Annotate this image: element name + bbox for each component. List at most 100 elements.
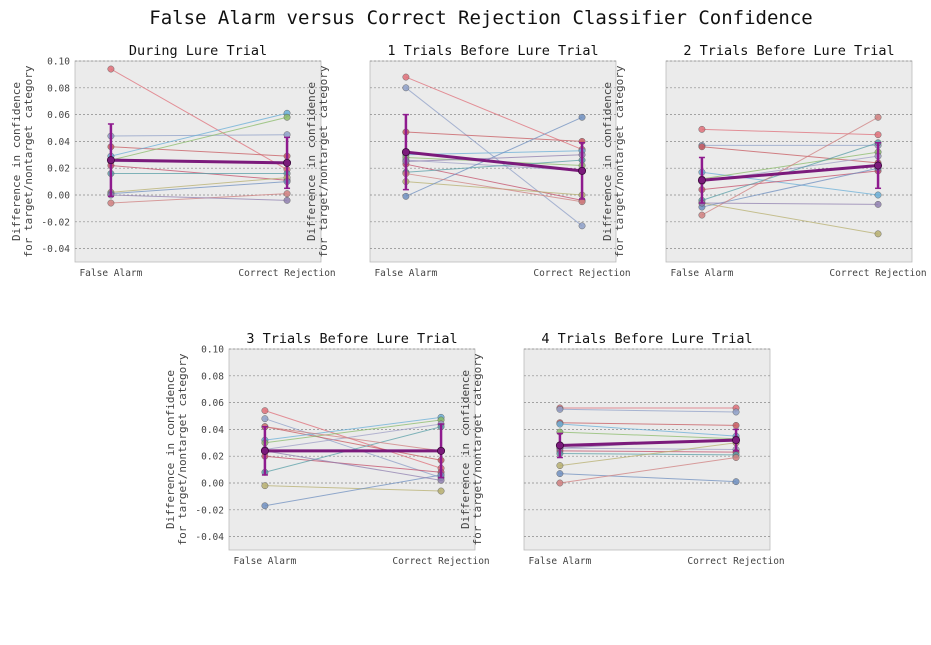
subject-line	[701, 170, 879, 191]
subject-point	[556, 420, 564, 428]
x-tick-label: False Alarm	[233, 556, 296, 567]
subject-line	[701, 171, 879, 196]
panel-title: 1 Trials Before Lure Trial	[387, 43, 598, 59]
x-tick-label: Correct Rejection	[392, 556, 489, 567]
subject-line	[110, 112, 288, 157]
subject-line	[264, 423, 442, 450]
x-tick-label: False Alarm	[528, 556, 591, 567]
panel-title: During Lure Trial	[129, 43, 267, 59]
subject-line	[405, 131, 583, 142]
y-tick-label: 0.10	[201, 345, 224, 356]
subject-point	[874, 200, 882, 208]
y-axis-label: Difference in confidence	[10, 82, 23, 241]
subject-point	[732, 454, 740, 461]
subject-point	[283, 113, 291, 121]
subject-point	[578, 222, 586, 230]
y-tick-label: 0.06	[201, 398, 224, 409]
subject-point	[698, 211, 706, 219]
subject-line	[559, 423, 737, 437]
chart-panel: False Alarm Correct Rejection Difference i…	[459, 331, 785, 567]
y-tick-label: -0.04	[41, 244, 70, 255]
subject-point	[732, 408, 740, 416]
figure-title: False Alarm versus Correct Rejection Cla…	[149, 7, 812, 29]
mean-line	[110, 158, 288, 165]
y-tick-label: 0.02	[201, 452, 224, 463]
subject-line	[110, 181, 288, 195]
subject-line	[405, 76, 583, 150]
chart-panel: -0.04 -0.02 0.00 0.02 0.04 0.06 0.08 0.10 False …	[164, 331, 490, 567]
x-tick-label: Correct Rejection	[687, 556, 784, 567]
y-axis-label: for target/nontarget category	[613, 65, 626, 257]
subject-point	[556, 479, 564, 487]
subject-line	[405, 159, 583, 173]
y-tick-label: -0.02	[195, 505, 224, 516]
mean-point	[732, 436, 741, 445]
x-tick-label: False Alarm	[79, 268, 142, 279]
y-tick-label: -0.02	[41, 217, 70, 228]
mean-point	[401, 148, 410, 157]
panel-title: 4 Trials Before Lure Trial	[541, 331, 752, 347]
subject-line	[110, 68, 288, 170]
subject-line	[110, 134, 288, 137]
subject-point	[698, 125, 706, 133]
y-tick-label: 0.06	[47, 110, 70, 121]
subject-line	[559, 442, 737, 467]
y-tick-label: 0.04	[47, 137, 70, 148]
subject-point	[261, 415, 269, 423]
y-tick-label: -0.04	[195, 532, 224, 543]
subject-line	[559, 408, 737, 413]
y-tick-label: 0.04	[201, 425, 224, 436]
mean-line	[701, 164, 879, 182]
y-tick-label: 0.02	[47, 164, 70, 175]
panel-title: 2 Trials Before Lure Trial	[683, 43, 894, 59]
mean-line	[559, 438, 737, 447]
subject-point	[556, 470, 564, 478]
mean-line	[405, 150, 583, 173]
mean-point	[283, 158, 292, 167]
y-axis-label: Difference in confidence	[305, 82, 318, 241]
panel-title: 3 Trials Before Lure Trial	[246, 331, 457, 347]
y-axis-label: for target/nontarget category	[471, 353, 484, 545]
x-tick-label: Correct Rejection	[829, 268, 926, 279]
y-axis-label: Difference in confidence	[459, 370, 472, 529]
subject-point	[107, 199, 115, 207]
subject-point	[402, 73, 410, 81]
subject-point	[578, 113, 586, 121]
subject-line	[405, 173, 583, 203]
subject-line	[264, 455, 442, 473]
subject-point	[556, 405, 564, 413]
subject-point	[732, 421, 740, 429]
subject-line	[110, 146, 288, 157]
subject-line	[701, 202, 879, 205]
mean-point	[437, 446, 446, 455]
subject-point	[107, 65, 115, 73]
x-tick-label: False Alarm	[670, 268, 733, 279]
subject-point	[874, 131, 882, 139]
subject-point	[874, 113, 882, 121]
mean-point	[555, 441, 564, 450]
subject-line	[559, 457, 737, 484]
y-tick-label: 0.10	[47, 57, 70, 68]
y-tick-label: 0.00	[201, 479, 224, 490]
subject-line	[264, 418, 442, 479]
y-axis-label: Difference in confidence	[601, 82, 614, 241]
y-tick-label: 0.08	[201, 371, 224, 382]
subject-line	[559, 447, 737, 450]
subject-line	[701, 151, 879, 180]
mean-point	[697, 176, 706, 185]
subject-line	[110, 116, 288, 161]
subject-line	[405, 116, 583, 197]
subject-line	[701, 167, 879, 208]
y-tick-label: 0.00	[47, 191, 70, 202]
subject-line	[110, 194, 288, 201]
subject-line	[559, 422, 737, 426]
x-tick-label: Correct Rejection	[238, 268, 335, 279]
subject-point	[874, 230, 882, 238]
subject-point	[732, 478, 740, 486]
subject-line	[264, 410, 442, 469]
y-axis-label: for target/nontarget category	[176, 353, 189, 545]
chart-panel: False Alarm Correct Rejection Difference i…	[601, 43, 927, 279]
mean-point	[106, 156, 115, 165]
mean-point	[260, 446, 269, 455]
